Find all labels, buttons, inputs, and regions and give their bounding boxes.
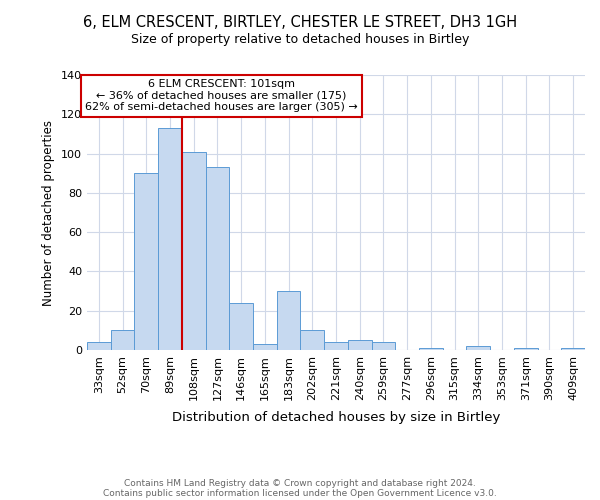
Bar	[87, 342, 111, 350]
Y-axis label: Number of detached properties: Number of detached properties	[43, 120, 55, 306]
Bar	[277, 291, 301, 350]
Bar	[301, 330, 324, 350]
Bar	[111, 330, 134, 350]
Text: Contains public sector information licensed under the Open Government Licence v3: Contains public sector information licen…	[103, 488, 497, 498]
Bar	[561, 348, 585, 350]
Bar	[514, 348, 538, 350]
Bar	[134, 173, 158, 350]
Bar	[371, 342, 395, 350]
Bar	[466, 346, 490, 350]
Bar	[229, 303, 253, 350]
Bar	[348, 340, 371, 350]
Bar	[253, 344, 277, 350]
Text: 6, ELM CRESCENT, BIRTLEY, CHESTER LE STREET, DH3 1GH: 6, ELM CRESCENT, BIRTLEY, CHESTER LE STR…	[83, 15, 517, 30]
Bar	[206, 168, 229, 350]
Text: Size of property relative to detached houses in Birtley: Size of property relative to detached ho…	[131, 32, 469, 46]
Bar	[158, 128, 182, 350]
X-axis label: Distribution of detached houses by size in Birtley: Distribution of detached houses by size …	[172, 411, 500, 424]
Bar	[419, 348, 443, 350]
Bar	[324, 342, 348, 350]
Bar	[182, 152, 206, 350]
Text: 6 ELM CRESCENT: 101sqm
← 36% of detached houses are smaller (175)
62% of semi-de: 6 ELM CRESCENT: 101sqm ← 36% of detached…	[85, 79, 358, 112]
Text: Contains HM Land Registry data © Crown copyright and database right 2024.: Contains HM Land Registry data © Crown c…	[124, 478, 476, 488]
